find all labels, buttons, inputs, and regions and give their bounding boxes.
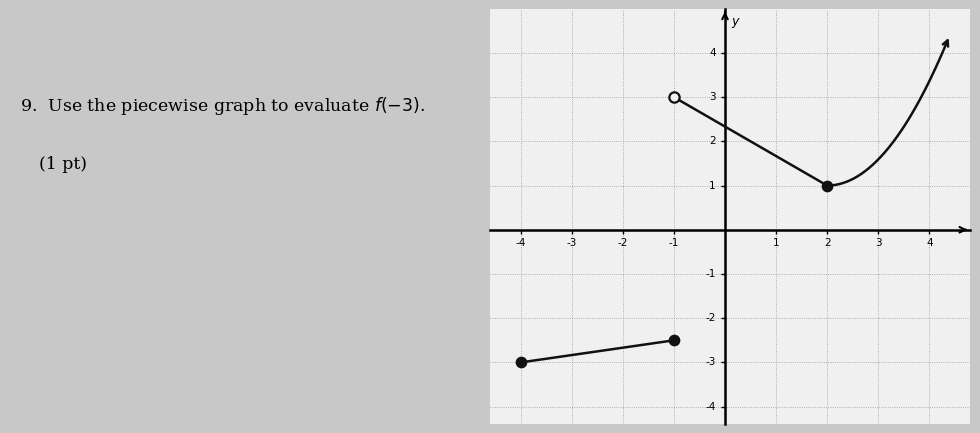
Text: -4: -4: [706, 402, 715, 412]
Text: -1: -1: [706, 269, 715, 279]
Text: y: y: [731, 15, 739, 28]
Point: [819, 182, 835, 189]
Text: 4: 4: [926, 238, 933, 248]
Text: 2: 2: [710, 136, 715, 146]
Text: -4: -4: [515, 238, 526, 248]
Point: [666, 94, 682, 100]
Text: -3: -3: [566, 238, 577, 248]
Text: 9.  Use the piecewise graph to evaluate $f(-3)$.: 9. Use the piecewise graph to evaluate $…: [20, 95, 424, 117]
Text: -2: -2: [617, 238, 628, 248]
Point: [513, 359, 528, 366]
Text: -2: -2: [706, 313, 715, 323]
Point: [666, 337, 682, 344]
Text: 2: 2: [824, 238, 830, 248]
Text: 3: 3: [875, 238, 882, 248]
Text: 1: 1: [773, 238, 779, 248]
Text: (1 pt): (1 pt): [39, 156, 87, 173]
Text: -3: -3: [706, 357, 715, 368]
Text: 3: 3: [710, 92, 715, 102]
Text: -1: -1: [668, 238, 679, 248]
Text: 1: 1: [710, 181, 715, 191]
Text: 4: 4: [710, 48, 715, 58]
